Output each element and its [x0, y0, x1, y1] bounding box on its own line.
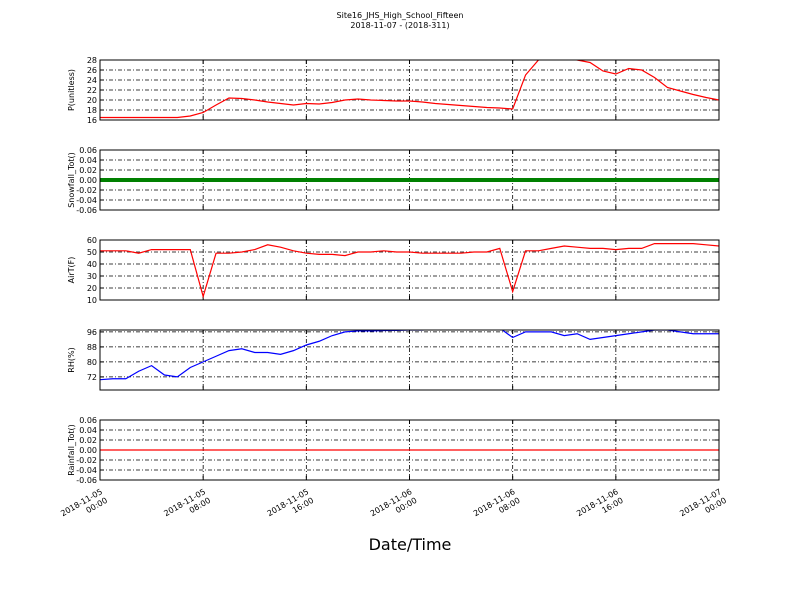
y-axis-label: Snowfall_Tot(): [67, 152, 76, 208]
axes-frame: [99, 59, 720, 121]
line-series: [100, 330, 719, 381]
y-tick-label: 20: [87, 284, 97, 293]
y-tick-label: 50: [87, 248, 97, 257]
y-axis-label: Rainfall_Tot(): [67, 424, 76, 476]
y-tick-label: -0.02: [76, 456, 97, 465]
y-axis-label: RH(%): [67, 347, 76, 372]
line-series: [100, 60, 719, 119]
y-tick-label: 80: [87, 358, 97, 367]
y-tick-label: 60: [87, 236, 97, 245]
y-tick-label: 72: [87, 373, 97, 382]
y-tick-label: -0.04: [76, 196, 97, 205]
line-series: [100, 243, 719, 299]
y-tick-label: 20: [87, 96, 97, 105]
y-axis-label: AirT(F): [67, 257, 76, 284]
chart-subtitle: 2018-11-07 - (2018-311): [350, 21, 449, 30]
y-tick-label: 0.06: [79, 146, 97, 155]
y-tick-label: 0.02: [79, 166, 97, 175]
y-tick-label: -0.02: [76, 186, 97, 195]
y-tick-label: 16: [87, 116, 97, 125]
y-tick-label: 24: [87, 76, 97, 85]
y-tick-label: -0.04: [76, 466, 97, 475]
y-axis-label: P(unitless): [67, 69, 76, 111]
y-tick-label: 40: [87, 260, 97, 269]
y-tick-label: 96: [87, 328, 97, 337]
y-tick-label: -0.06: [76, 476, 97, 485]
y-tick-label: -0.06: [76, 206, 97, 215]
y-tick-label: 26: [87, 66, 97, 75]
chart-title: Site16_JHS_High_School_Fifteen: [337, 11, 464, 20]
axes-frame: [99, 419, 720, 481]
y-tick-label: 10: [87, 296, 97, 305]
y-tick-label: 0.04: [79, 426, 97, 435]
axes-frame: [99, 149, 720, 211]
y-tick-label: 0.00: [79, 176, 97, 185]
y-tick-label: 18: [87, 106, 97, 115]
axes-frame: [99, 329, 720, 391]
y-tick-label: 0.06: [79, 416, 97, 425]
y-tick-label: 88: [87, 343, 97, 352]
y-tick-label: 0.04: [79, 156, 97, 165]
x-axis-label: Date/Time: [369, 535, 452, 554]
y-tick-label: 30: [87, 272, 97, 281]
y-tick-label: 28: [87, 56, 97, 65]
y-tick-label: 22: [87, 86, 97, 95]
y-tick-label: 0.00: [79, 446, 97, 455]
axes-frame: [99, 239, 720, 301]
y-tick-label: 0.02: [79, 436, 97, 445]
